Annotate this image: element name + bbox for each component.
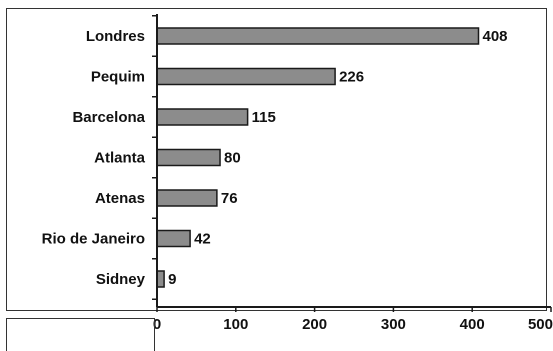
bar-londres xyxy=(156,27,480,45)
x-axis-ticks xyxy=(156,307,552,312)
value-label: 80 xyxy=(224,150,241,167)
x-tick-label: 400 xyxy=(460,316,485,333)
lower-panel-frame xyxy=(6,318,155,351)
category-label: Rio de Janeiro xyxy=(42,231,145,248)
x-tick-label: 100 xyxy=(223,316,248,333)
x-tick-label: 0 xyxy=(153,316,161,333)
category-label: Londres xyxy=(86,28,145,45)
category-label: Pequim xyxy=(91,69,145,86)
category-label: Atenas xyxy=(95,190,145,207)
x-tick-label: 300 xyxy=(381,316,406,333)
bar-pequim xyxy=(156,67,336,86)
value-label: 408 xyxy=(483,28,508,45)
value-label: 226 xyxy=(339,69,364,86)
y-axis-ticks xyxy=(152,15,157,300)
value-label: 42 xyxy=(194,231,211,248)
x-tick-label: 500 xyxy=(528,316,553,333)
bar-atenas xyxy=(156,189,218,207)
bar-atlanta xyxy=(156,148,221,167)
x-tick-labels: 0 100 200 300 400 500 xyxy=(153,316,553,333)
value-label: 115 xyxy=(252,109,276,126)
value-labels: 408 226 115 80 76 42 9 xyxy=(168,28,507,288)
bar-rio-de-janeiro xyxy=(156,229,191,248)
value-label: 76 xyxy=(221,190,238,207)
value-label: 9 xyxy=(168,271,176,288)
bar-barcelona xyxy=(156,108,249,126)
category-labels: Londres Pequim Barcelona Atlanta Atenas Rio d… xyxy=(42,28,146,288)
category-label: Barcelona xyxy=(72,109,145,126)
bars-layer xyxy=(156,27,480,288)
bar-sidney xyxy=(156,270,165,288)
category-label: Atlanta xyxy=(94,150,145,167)
category-label: Sidney xyxy=(96,271,146,288)
chart-frame xyxy=(6,8,547,311)
x-tick-label: 200 xyxy=(302,316,327,333)
